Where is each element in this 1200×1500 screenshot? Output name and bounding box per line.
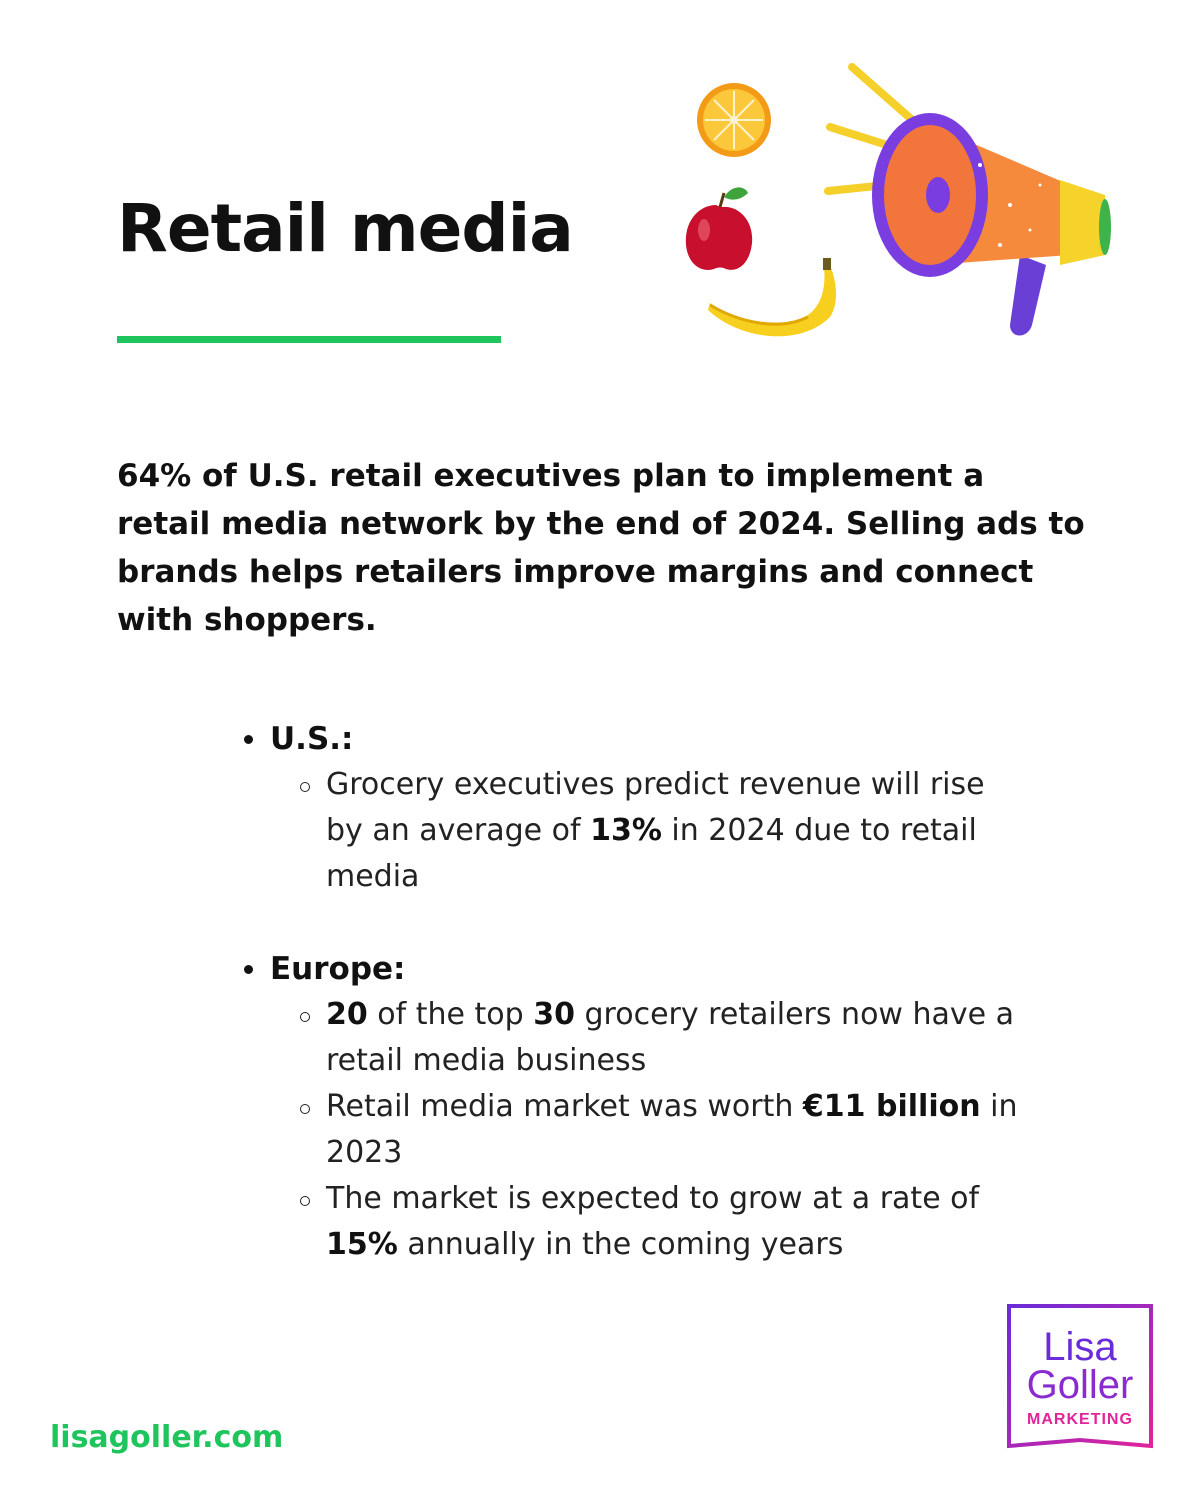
hero-illustration <box>685 63 1111 337</box>
list-item: The market is expected to grow at a rate… <box>240 1176 1020 1268</box>
intro-paragraph: 64% of U.S. retail executives plan to im… <box>117 458 1085 638</box>
list-item: Retail media market was worth €11 billio… <box>240 1084 1020 1176</box>
section-heading: Europe: <box>240 946 1020 992</box>
section-us: U.S.: Grocery executives predict revenue… <box>240 716 1020 900</box>
footer-website-link[interactable]: lisagoller.com <box>50 1420 284 1455</box>
title-underline <box>117 336 501 343</box>
section-heading: U.S.: <box>240 716 1020 762</box>
sub-list: 20 of the top 30 grocery retailers now h… <box>240 992 1020 1268</box>
svg-text:MARKETING: MARKETING <box>1027 1411 1133 1428</box>
section-europe: Europe: 20 of the top 30 grocery retaile… <box>240 946 1020 1268</box>
brand-logo: Lisa Goller MARKETING <box>1007 1304 1153 1449</box>
orange-slice-icon <box>697 83 771 157</box>
list-item: Grocery executives predict revenue will … <box>240 762 1020 900</box>
megaphone-icon <box>824 63 1111 336</box>
svg-text:Goller: Goller <box>1027 1363 1134 1407</box>
banana-icon <box>708 258 836 337</box>
svg-text:Lisa: Lisa <box>1043 1325 1117 1369</box>
sub-list: Grocery executives predict revenue will … <box>240 762 1020 900</box>
apple-icon <box>685 187 753 270</box>
list-item: 20 of the top 30 grocery retailers now h… <box>240 992 1020 1084</box>
page-title: Retail media <box>117 190 574 267</box>
